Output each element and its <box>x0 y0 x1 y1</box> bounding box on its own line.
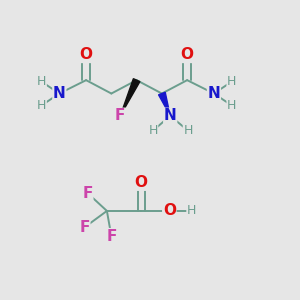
Polygon shape <box>158 92 170 116</box>
Text: F: F <box>82 186 93 201</box>
Polygon shape <box>120 79 140 116</box>
Text: H: H <box>37 75 46 88</box>
Text: H: H <box>187 204 196 218</box>
Text: N: N <box>53 86 66 101</box>
Text: F: F <box>106 229 116 244</box>
Text: H: H <box>227 75 236 88</box>
Text: N: N <box>208 86 220 101</box>
Text: F: F <box>80 220 90 235</box>
Text: F: F <box>115 108 125 123</box>
Text: O: O <box>135 175 148 190</box>
Text: N: N <box>164 108 177 123</box>
Text: H: H <box>227 99 236 112</box>
Text: O: O <box>181 47 194 62</box>
Text: H: H <box>148 124 158 137</box>
Text: O: O <box>80 47 93 62</box>
Text: O: O <box>163 203 176 218</box>
Text: H: H <box>37 99 46 112</box>
Text: H: H <box>183 124 193 137</box>
